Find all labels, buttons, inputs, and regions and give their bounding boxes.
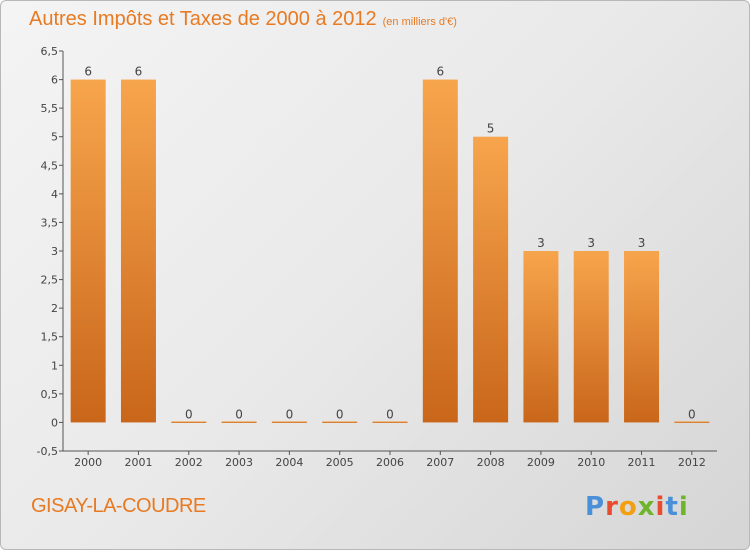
bar [573,251,609,423]
chart-title-unit: (en milliers d'€) [382,16,457,28]
y-tick-label: 3,5 [41,216,59,229]
x-tick-label: 2010 [577,456,605,469]
logo-letter: i [678,492,689,522]
bar-value-label: 3 [587,236,595,250]
bar-value-label: 3 [537,236,545,250]
bar-value-label: 3 [638,236,646,250]
y-tick-label: 4,5 [41,159,59,172]
y-tick-label: 5,5 [41,102,59,115]
bars: 6 6 0 0 0 0 0 6 5 3 3 3 0 [70,65,710,423]
x-tick-label: 2009 [527,456,555,469]
y-tick-label: 4 [51,188,58,201]
logo-letter: x [637,492,656,522]
bar [372,421,408,423]
bar [523,251,559,423]
bar-value-label: 5 [487,122,495,136]
bar [70,79,106,423]
x-tick-label: 2008 [477,456,505,469]
y-tick-label: 2 [51,302,58,315]
x-tick-label: 2002 [175,456,203,469]
x-tick-label: 2004 [275,456,303,469]
x-tick-label: 2005 [326,456,354,469]
x-tick-label: 2011 [628,456,656,469]
bar-value-label: 0 [386,407,394,421]
y-tick-label: 1 [51,359,58,372]
x-tick-label: 2006 [376,456,404,469]
bar [221,421,257,423]
bar [322,421,358,423]
y-tick-label: 3 [51,245,58,258]
commune-name: GISAY-LA-COUDRE [31,495,206,517]
bar-value-label: 0 [688,407,696,421]
x-tick-label: 2000 [74,456,102,469]
x-tick-label: 2001 [124,456,152,469]
y-tick-label: 5 [51,131,58,144]
chart-title-text: Autres Impôts et Taxes de 2000 à 2012 [29,8,377,30]
bar [422,79,458,423]
bar-value-label: 0 [286,407,294,421]
bar-value-label: 0 [336,407,344,421]
bar [624,251,660,423]
logo-letter: r [605,492,619,522]
x-tick-label: 2012 [678,456,706,469]
bar [120,79,156,423]
bar [271,421,307,423]
bar-value-label: 6 [135,65,143,79]
y-tick-label: 2,5 [41,274,59,287]
y-tick-label: 0,5 [41,388,59,401]
bar [171,421,207,423]
x-tick-label: 2007 [426,456,454,469]
y-tick-label: 6 [51,74,58,87]
logo-letter: i [655,492,666,522]
x-axis: 2000 2001 2002 2003 2004 2005 2006 2007 2008 2009… [63,450,717,469]
bar-value-label: 0 [235,407,243,421]
x-tick-label: 2003 [225,456,253,469]
y-tick-label: 0 [51,416,58,429]
y-tick-label: -0,5 [37,445,58,458]
bar-value-label: 6 [84,65,92,79]
chart-title: Autres Impôts et Taxes de 2000 à 2012 (en… [29,8,457,31]
y-tick-label: 6,5 [41,45,59,58]
bar-value-label: 0 [185,407,193,421]
logo-letter: o [618,492,638,522]
bar [473,136,509,423]
logo-letter: P [585,492,606,522]
proxiti-logo[interactable]: Proxiti [585,492,689,522]
logo-letter: t [665,492,679,522]
bar-value-label: 6 [436,65,444,79]
bar [674,421,710,423]
y-tick-label: 1,5 [41,331,59,344]
y-axis: -0,5 0 0,5 1 1,5 2 2,5 3 3,5 4 4,5 5 5,5 6 6,5 [37,45,64,458]
